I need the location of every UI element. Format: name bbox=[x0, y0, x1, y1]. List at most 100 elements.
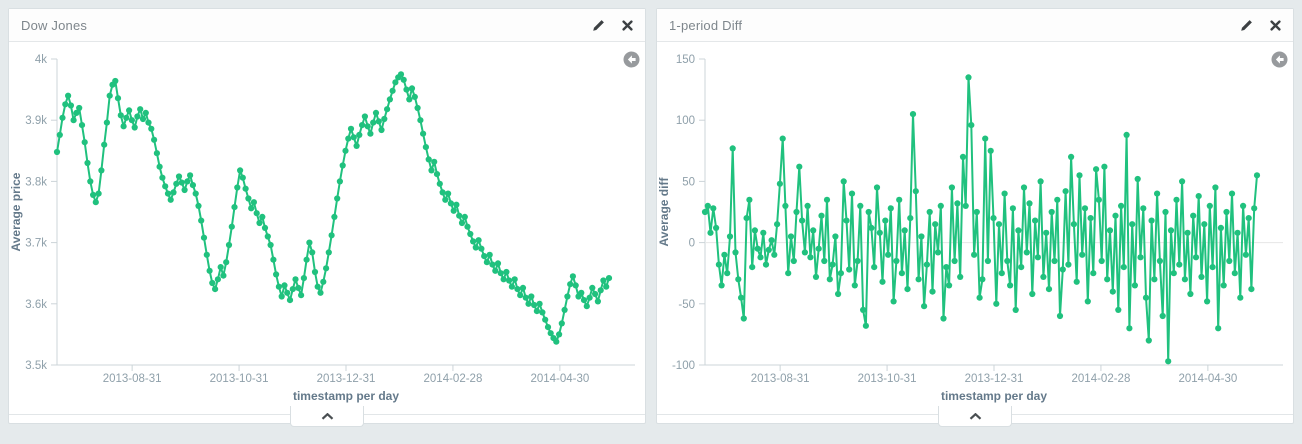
data-point[interactable] bbox=[214, 276, 221, 283]
data-point[interactable] bbox=[336, 178, 343, 185]
data-point[interactable] bbox=[325, 249, 332, 256]
data-point[interactable] bbox=[1034, 254, 1041, 261]
data-point[interactable] bbox=[1176, 261, 1183, 268]
data-point[interactable] bbox=[746, 196, 753, 203]
data-point[interactable] bbox=[1045, 286, 1053, 293]
data-point[interactable] bbox=[1209, 264, 1216, 271]
data-point[interactable] bbox=[1217, 224, 1224, 231]
data-point[interactable] bbox=[1204, 298, 1211, 305]
data-point[interactable] bbox=[128, 117, 135, 124]
data-point[interactable] bbox=[511, 276, 518, 283]
data-point[interactable] bbox=[710, 205, 717, 212]
data-point[interactable] bbox=[1104, 276, 1111, 283]
data-point[interactable] bbox=[1076, 172, 1083, 179]
data-point[interactable] bbox=[159, 174, 166, 181]
data-point[interactable] bbox=[707, 229, 714, 236]
data-point[interactable] bbox=[553, 338, 560, 345]
data-point[interactable] bbox=[1070, 221, 1077, 228]
data-point[interactable] bbox=[1054, 196, 1061, 203]
data-point[interactable] bbox=[1098, 257, 1105, 265]
data-point[interactable] bbox=[776, 180, 783, 187]
data-point[interactable] bbox=[131, 124, 138, 131]
data-point[interactable] bbox=[1140, 205, 1147, 212]
data-point[interactable] bbox=[1148, 217, 1155, 224]
data-point[interactable] bbox=[1165, 358, 1172, 365]
data-point[interactable] bbox=[724, 270, 731, 277]
data-point[interactable] bbox=[228, 223, 235, 230]
data-point[interactable] bbox=[500, 276, 507, 283]
data-point[interactable] bbox=[195, 202, 202, 209]
data-point[interactable] bbox=[589, 284, 596, 291]
data-point[interactable] bbox=[862, 322, 869, 329]
data-point[interactable] bbox=[170, 189, 177, 196]
data-point[interactable] bbox=[998, 270, 1005, 277]
data-point[interactable] bbox=[187, 172, 194, 179]
data-point[interactable] bbox=[309, 249, 316, 256]
data-point[interactable] bbox=[567, 281, 574, 288]
data-point[interactable] bbox=[982, 135, 989, 142]
data-point[interactable] bbox=[162, 183, 169, 190]
data-point[interactable] bbox=[298, 292, 305, 299]
data-point[interactable] bbox=[843, 217, 850, 224]
data-point[interactable] bbox=[442, 196, 449, 203]
data-point[interactable] bbox=[142, 109, 149, 116]
data-point[interactable] bbox=[835, 290, 842, 298]
data-point[interactable] bbox=[359, 122, 366, 129]
data-point[interactable] bbox=[564, 293, 571, 300]
data-point[interactable] bbox=[1062, 188, 1069, 195]
data-point[interactable] bbox=[256, 219, 263, 227]
data-point[interactable] bbox=[92, 199, 99, 206]
data-point[interactable] bbox=[356, 131, 363, 138]
data-point[interactable] bbox=[422, 144, 429, 151]
data-point[interactable] bbox=[350, 134, 357, 141]
data-point[interactable] bbox=[868, 224, 875, 231]
data-point[interactable] bbox=[896, 196, 903, 203]
data-point[interactable] bbox=[284, 289, 291, 296]
data-point[interactable] bbox=[259, 213, 266, 220]
data-point[interactable] bbox=[470, 238, 477, 245]
data-point[interactable] bbox=[112, 77, 119, 85]
data-point[interactable] bbox=[475, 237, 482, 244]
data-point[interactable] bbox=[1123, 131, 1130, 138]
data-point[interactable] bbox=[934, 249, 942, 256]
data-point[interactable] bbox=[779, 135, 786, 142]
data-point[interactable] bbox=[738, 294, 745, 301]
data-point[interactable] bbox=[1179, 178, 1186, 185]
data-point[interactable] bbox=[973, 208, 980, 216]
data-point[interactable] bbox=[954, 200, 961, 207]
data-point[interactable] bbox=[328, 232, 335, 239]
data-point[interactable] bbox=[1020, 184, 1028, 191]
data-point[interactable] bbox=[1009, 205, 1016, 212]
data-point[interactable] bbox=[87, 178, 94, 185]
data-point[interactable] bbox=[951, 257, 958, 265]
data-point[interactable] bbox=[597, 287, 604, 294]
data-point[interactable] bbox=[865, 208, 872, 216]
data-point[interactable] bbox=[1231, 270, 1238, 277]
data-point[interactable] bbox=[751, 227, 758, 234]
pencil-icon[interactable] bbox=[1240, 19, 1253, 32]
data-point[interactable] bbox=[467, 230, 474, 238]
data-point[interactable] bbox=[774, 221, 781, 228]
data-point[interactable] bbox=[1192, 254, 1200, 261]
data-point[interactable] bbox=[904, 286, 911, 293]
data-point[interactable] bbox=[98, 167, 105, 174]
data-point[interactable] bbox=[740, 315, 747, 322]
data-point[interactable] bbox=[364, 123, 371, 130]
data-point[interactable] bbox=[353, 142, 360, 149]
data-point[interactable] bbox=[749, 264, 756, 271]
data-point[interactable] bbox=[1215, 325, 1222, 332]
data-point[interactable] bbox=[1109, 288, 1116, 295]
data-point[interactable] bbox=[372, 109, 380, 116]
data-point[interactable] bbox=[1170, 270, 1177, 277]
data-point[interactable] bbox=[1190, 212, 1197, 219]
data-point[interactable] bbox=[1248, 286, 1255, 293]
data-point[interactable] bbox=[386, 96, 393, 103]
data-point[interactable] bbox=[1206, 202, 1213, 209]
close-icon[interactable] bbox=[622, 19, 633, 31]
data-point[interactable] bbox=[411, 93, 418, 100]
data-point[interactable] bbox=[946, 282, 953, 289]
data-point[interactable] bbox=[965, 74, 972, 81]
data-point[interactable] bbox=[1073, 278, 1080, 285]
data-point[interactable] bbox=[67, 102, 74, 109]
data-point[interactable] bbox=[1137, 254, 1144, 261]
